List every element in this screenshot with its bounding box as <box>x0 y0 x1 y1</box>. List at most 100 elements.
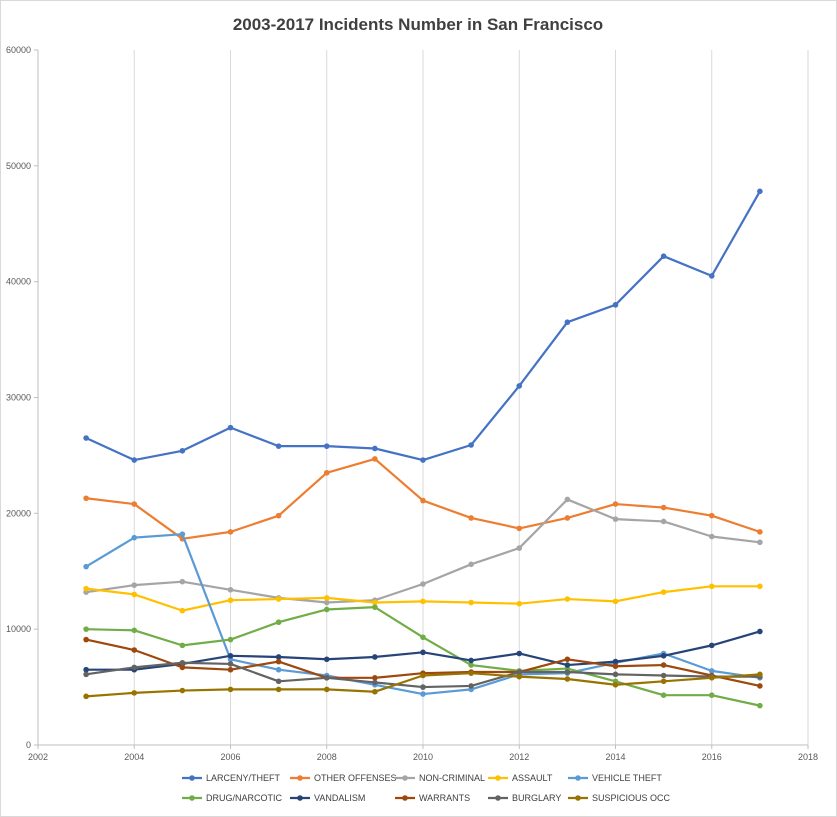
data-point <box>83 666 89 673</box>
data-point <box>179 607 186 614</box>
legend: LARCENY/THEFT OTHER OFFENSES NON-CRIMINAL A… <box>182 773 671 803</box>
data-point <box>372 675 378 681</box>
data-point <box>83 435 89 441</box>
data-point <box>420 649 426 656</box>
x-tick-label: 2016 <box>702 752 722 762</box>
x-tick-label: 2018 <box>798 752 818 762</box>
data-point <box>420 691 426 697</box>
data-point <box>612 658 619 665</box>
data-point <box>275 619 282 626</box>
data-point <box>227 424 234 431</box>
data-point <box>372 604 378 610</box>
data-point <box>420 581 426 587</box>
legend-item: OTHER OFFENSES <box>290 773 397 783</box>
data-point <box>179 447 186 454</box>
data-point <box>708 533 715 540</box>
y-tick-label: 10000 <box>6 624 31 634</box>
legend-label: VEHICLE THEFT <box>592 773 662 783</box>
y-tick-label: 50000 <box>6 161 31 171</box>
legend-swatch-marker <box>402 775 408 781</box>
data-point <box>612 663 619 670</box>
data-point <box>131 664 138 671</box>
data-point <box>564 676 571 682</box>
data-point <box>708 583 715 590</box>
y-tick-label: 40000 <box>6 277 31 287</box>
data-point <box>179 687 186 694</box>
data-point <box>83 671 89 678</box>
data-point <box>660 253 667 259</box>
data-point <box>564 596 571 602</box>
series-larceny-theft <box>83 188 763 463</box>
data-point <box>227 653 234 659</box>
data-point <box>179 531 186 537</box>
data-point <box>612 516 619 522</box>
legend-item: ASSAULT <box>488 773 553 783</box>
series-drug-narcotic <box>83 604 763 709</box>
data-point <box>179 659 186 666</box>
legend-label: WARRANTS <box>419 793 470 803</box>
data-point <box>708 273 715 279</box>
data-point <box>612 671 619 678</box>
data-point <box>131 582 138 588</box>
data-point <box>275 666 282 673</box>
data-point <box>564 656 571 663</box>
data-point <box>660 662 667 668</box>
data-point <box>612 598 619 605</box>
data-point <box>660 692 667 698</box>
legend-label: BURGLARY <box>512 793 561 803</box>
data-point <box>323 469 330 476</box>
data-point <box>708 675 715 681</box>
legend-item: BURGLARY <box>488 793 561 803</box>
data-point <box>275 678 282 685</box>
data-point <box>227 686 234 693</box>
data-point <box>323 599 330 606</box>
data-point <box>708 668 715 674</box>
data-point <box>757 539 763 546</box>
data-point <box>275 686 282 693</box>
legend-item: VEHICLE THEFT <box>568 773 662 783</box>
series-vehicle-theft <box>83 531 763 697</box>
data-point <box>131 647 138 653</box>
data-point <box>468 670 474 676</box>
data-point <box>227 666 234 673</box>
legend-swatch-marker <box>189 775 195 781</box>
chart-title: 2003-2017 Incidents Number in San Franci… <box>233 15 603 34</box>
data-point <box>323 675 330 681</box>
legend-swatch-marker <box>402 795 408 801</box>
legend-item: WARRANTS <box>395 793 470 803</box>
data-point <box>227 529 234 535</box>
data-point <box>564 319 571 326</box>
x-tick-label: 2008 <box>317 752 337 762</box>
data-point <box>323 656 330 663</box>
data-point <box>372 445 378 452</box>
x-tick-label: 2014 <box>605 752 625 762</box>
data-point <box>757 628 763 635</box>
legend-item: DRUG/NARCOTIC <box>182 793 282 803</box>
data-point <box>516 673 523 680</box>
series-assault <box>83 583 763 614</box>
y-tick-label: 20000 <box>6 508 31 518</box>
data-point <box>131 501 138 507</box>
data-point <box>516 525 523 532</box>
legend-item: SUSPICIOUS OCC <box>568 793 671 803</box>
x-tick-label: 2004 <box>124 752 144 762</box>
legend-swatch-marker <box>575 795 581 801</box>
legend-label: VANDALISM <box>314 793 365 803</box>
data-point <box>468 683 474 689</box>
legend-swatch-marker <box>495 795 501 801</box>
data-point <box>420 684 426 690</box>
legend-item: NON-CRIMINAL <box>395 773 485 783</box>
data-point <box>757 671 763 678</box>
data-point <box>516 383 523 389</box>
x-tick-label: 2010 <box>413 752 433 762</box>
legend-item: LARCENY/THEFT <box>182 773 281 783</box>
data-point <box>372 688 378 695</box>
data-point <box>179 642 186 649</box>
data-point <box>420 634 426 641</box>
y-tick-label: 0 <box>26 740 31 750</box>
legend-swatch-marker <box>189 795 195 801</box>
data-point <box>660 653 667 659</box>
series-lines <box>83 188 763 709</box>
